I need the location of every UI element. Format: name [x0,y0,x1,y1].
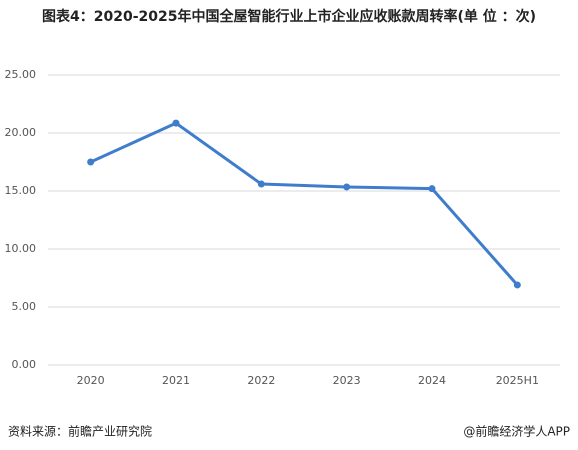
line [90,121,519,286]
x-tick-label: 2022 [247,374,275,387]
point [172,119,180,127]
source: 资料来源：前瞻产业研究院 [8,424,152,439]
credit: @前瞻经济学人APP [463,424,570,439]
x-tick-label: 2020 [77,374,105,387]
x-tick-label: 2024 [418,374,446,387]
point [513,281,521,289]
point [428,185,436,193]
y-tick-label: 5.00 [12,300,37,313]
y-tick-label: 20.00 [5,126,37,139]
x-tick-label: 2025H1 [496,374,539,387]
x-tick-label: 2023 [333,374,361,387]
y-tick-label: 10.00 [5,242,37,255]
y-tick-label: 15.00 [5,184,37,197]
y-tick-label: 0.00 [12,358,37,371]
point [343,183,351,191]
point [87,158,95,166]
chart-title: 图表4：2020-2025年中国全屋智能行业上市企业应收账款周转率(单 位 ：次… [41,9,537,25]
point [257,180,265,188]
x-tick-label: 2021 [162,374,190,387]
y-tick-label: 25.00 [5,68,37,81]
